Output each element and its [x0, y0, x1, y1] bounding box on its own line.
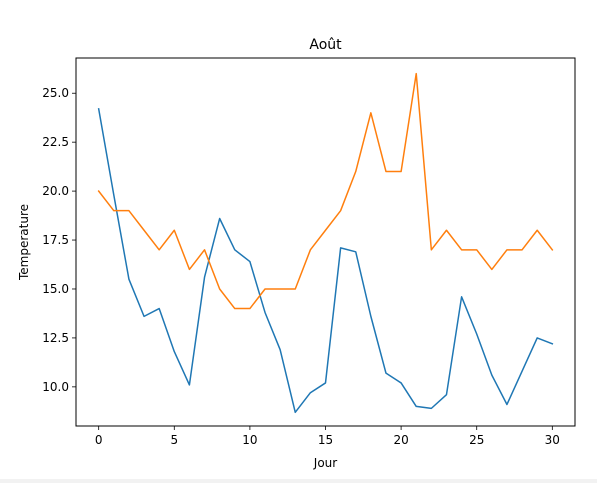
x-tick-label: 5 — [170, 433, 178, 447]
x-tick-label: 15 — [318, 433, 333, 447]
series-layer — [97, 72, 554, 414]
x-tick-label: 0 — [95, 433, 103, 447]
x-tick-label: 10 — [242, 433, 257, 447]
window-bottom-edge — [0, 479, 597, 483]
x-tick-label: 30 — [545, 433, 560, 447]
y-tick-label: 10.0 — [42, 380, 69, 394]
y-tick-label: 25.0 — [42, 86, 69, 100]
y-tick-label: 17.5 — [42, 233, 69, 247]
y-tick-label: 12.5 — [42, 331, 69, 345]
y-tick-label: 15.0 — [42, 282, 69, 296]
y-axis-label: Temperature — [17, 204, 31, 281]
x-tick-label: 25 — [469, 433, 484, 447]
y-tick-label: 22.5 — [42, 135, 69, 149]
x-axis-label: Jour — [313, 456, 337, 470]
series-line-1 — [97, 108, 554, 414]
x-tick-label: 20 — [393, 433, 408, 447]
x-axis: 0 5 10 15 20 25 30 — [95, 426, 560, 447]
y-tick-label: 20.0 — [42, 184, 69, 198]
chart-title: Août — [309, 37, 342, 53]
series-line-2 — [97, 72, 554, 310]
y-axis: 10.0 12.5 15.0 17.5 20.0 22.5 25.0 — [42, 86, 76, 394]
